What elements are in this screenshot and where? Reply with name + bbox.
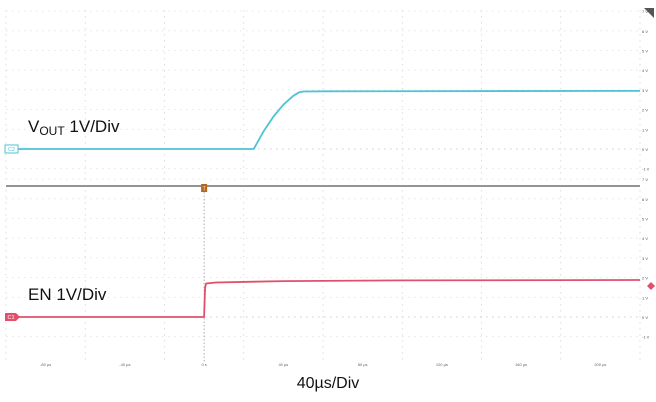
vout-label-subscript: OUT bbox=[39, 124, 65, 138]
panel-vout: 7 V 6 V 5 V 4 V 3 V 2 V 1 V 0 V -1 V bbox=[5, 9, 650, 182]
x-tick-label: 80 µs bbox=[358, 362, 368, 367]
y-tick-label: 0 V bbox=[642, 147, 648, 152]
y-tick-label: 6 V bbox=[642, 29, 648, 34]
y-tick-label: 2 V bbox=[642, 276, 648, 281]
y-tick-label: 0 V bbox=[642, 315, 648, 320]
trace-c2 bbox=[6, 90, 641, 150]
trigger-marker-label: T bbox=[203, 187, 206, 193]
vout-channel-label: VOUT 1V/Div bbox=[28, 117, 119, 138]
y-tick-label: 6 V bbox=[642, 197, 648, 202]
y-tick-label: -1 V bbox=[642, 167, 650, 172]
vout-label-scale: 1V/Div bbox=[64, 117, 120, 136]
y-tick-label: 3 V bbox=[642, 256, 648, 261]
y-tick-label: 7 V bbox=[642, 177, 648, 182]
panel-en: 7 V 6 V 5 V 4 V 3 V 2 V 1 V 0 V -1 V bbox=[5, 177, 650, 362]
y-tick-label: 7 V bbox=[642, 9, 648, 14]
channel-marker-c2-label: C2 bbox=[8, 147, 15, 153]
trace-c1 bbox=[6, 279, 641, 318]
y-tick-label: 1 V bbox=[642, 127, 648, 132]
y-tick-label: -1 V bbox=[642, 335, 650, 340]
y-tick-label: 5 V bbox=[642, 49, 648, 54]
trigger-marker-icon bbox=[201, 184, 208, 192]
x-tick-label: 120 µs bbox=[436, 362, 448, 367]
y-tick-label: 3 V bbox=[642, 88, 648, 93]
y-tick-label: 1 V bbox=[642, 295, 648, 300]
y-tick-label: 5 V bbox=[642, 217, 648, 222]
x-tick-label: 40 µs bbox=[278, 362, 288, 367]
x-tick-label: 200 µs bbox=[594, 362, 606, 367]
y-tick-label: 4 V bbox=[642, 236, 648, 241]
vout-label-main: V bbox=[28, 117, 40, 136]
en-level-marker-icon bbox=[647, 282, 655, 290]
x-tick-label: 160 µs bbox=[515, 362, 527, 367]
channel-marker-c1-icon bbox=[5, 313, 20, 321]
timebase-label: 40µs/Div bbox=[296, 375, 360, 392]
channel-marker-c2-icon bbox=[4, 144, 19, 154]
trigger-position-icon bbox=[644, 8, 654, 18]
x-tick-label: 0 s bbox=[201, 362, 206, 367]
channel-marker-c1-label: C1 bbox=[7, 315, 14, 321]
x-tick-label: -80 µs bbox=[40, 362, 51, 367]
y-tick-label: 2 V bbox=[642, 108, 648, 113]
en-channel-label: EN 1V/Div bbox=[28, 285, 107, 304]
x-tick-label: -40 µs bbox=[119, 362, 130, 367]
y-tick-label: 4 V bbox=[642, 68, 648, 73]
